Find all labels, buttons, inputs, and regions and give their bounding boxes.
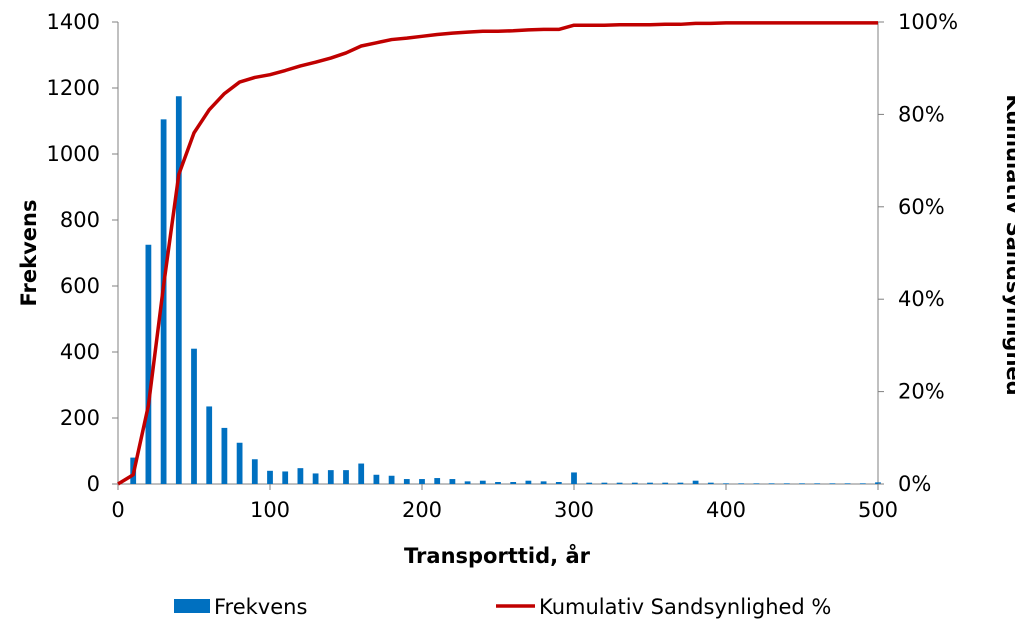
y-tick-label: 600 (60, 274, 100, 298)
bar (358, 463, 365, 484)
bar (388, 475, 395, 484)
bar (647, 482, 653, 484)
bar (479, 480, 486, 484)
y-tick-label: 800 (60, 208, 100, 232)
x-tick-label: 0 (111, 498, 124, 522)
bar (206, 406, 213, 484)
bar (175, 96, 182, 484)
y-tick-label: 1200 (47, 76, 100, 100)
bar (464, 481, 471, 484)
bar (662, 482, 669, 484)
x-ticks: 0 100 200 300 400 500 (111, 484, 898, 522)
y2-tick-label: 60% (898, 195, 945, 219)
y-right-ticks: 0% 20% 40% 60% 80% 100% (878, 10, 958, 496)
x-tick-label: 500 (858, 498, 898, 522)
cumulative-line (117, 21, 878, 486)
bar (692, 480, 699, 484)
bar (419, 479, 425, 484)
bar (282, 471, 289, 484)
bar (859, 483, 866, 484)
y-axis-title: Frekvens (17, 200, 41, 307)
bar (571, 472, 577, 484)
bar (160, 119, 167, 484)
bar (145, 244, 152, 484)
bar (297, 468, 304, 484)
bar (723, 483, 729, 484)
bar (221, 427, 228, 484)
y-tick-label: 1000 (47, 142, 100, 166)
bar (312, 473, 319, 484)
bar (799, 483, 805, 484)
bar (236, 442, 243, 484)
bar (449, 479, 456, 484)
y2-tick-label: 80% (898, 102, 945, 126)
y2-tick-label: 0% (898, 472, 931, 496)
bar (677, 482, 684, 484)
legend-swatch-frekvens (174, 599, 210, 613)
bar (844, 483, 851, 484)
bar (586, 482, 593, 484)
bar (875, 482, 881, 484)
y-tick-label: 400 (60, 340, 100, 364)
bar (434, 478, 441, 484)
bar (616, 482, 623, 484)
bar (495, 482, 501, 484)
bar (783, 483, 790, 484)
x-tick-label: 200 (402, 498, 442, 522)
bar (191, 348, 197, 484)
bar (555, 482, 562, 484)
bar (343, 470, 349, 484)
legend: Frekvens Kumulativ Sandsynlighed % (174, 595, 831, 619)
bar (510, 482, 517, 484)
y2-tick-label: 40% (898, 287, 945, 311)
bar (601, 482, 608, 484)
bar (768, 483, 775, 484)
y2-tick-label: 20% (898, 380, 945, 404)
y-tick-label: 1400 (47, 10, 100, 34)
x-tick-label: 100 (250, 498, 290, 522)
bars-layer (130, 96, 881, 484)
y-tick-label: 200 (60, 406, 100, 430)
y2-tick-label: 100% (898, 10, 958, 34)
bar (631, 482, 638, 484)
bar (540, 481, 547, 484)
y-left-ticks: 0 200 400 600 800 1000 1200 1400 (47, 10, 118, 496)
x-axis-title: Transporttid, år (404, 543, 591, 568)
legend-label-kumulativ: Kumulativ Sandsynlighed % (539, 595, 831, 619)
bar (753, 483, 760, 484)
y2-axis-title: Kumulativ Sandsynlighed (1002, 94, 1015, 395)
bar (251, 459, 258, 484)
bar (707, 482, 714, 484)
bar (327, 470, 334, 484)
line-layer (117, 21, 878, 486)
bar (403, 479, 410, 484)
bar (267, 470, 273, 484)
plot-frame (117, 22, 879, 485)
bar (373, 474, 380, 484)
bar (829, 483, 836, 484)
y-tick-label: 0 (87, 472, 100, 496)
legend-label-frekvens: Frekvens (214, 595, 307, 619)
x-tick-label: 300 (554, 498, 594, 522)
x-tick-label: 400 (706, 498, 746, 522)
bar (525, 480, 532, 484)
bar (814, 483, 821, 484)
bar (738, 483, 745, 484)
